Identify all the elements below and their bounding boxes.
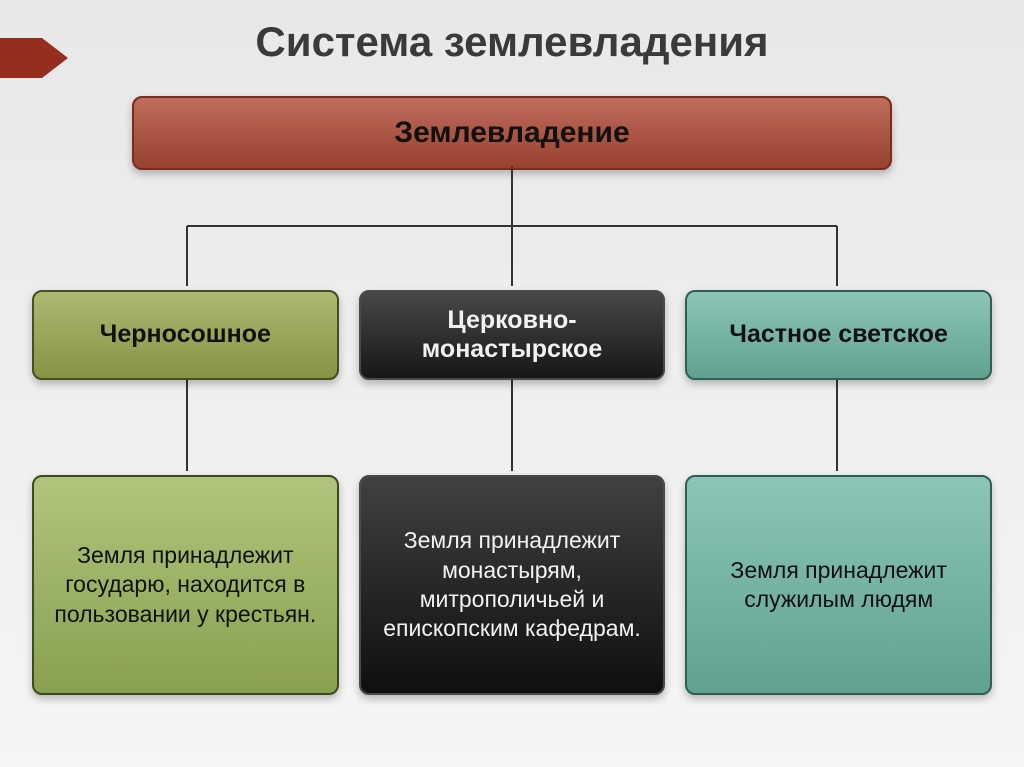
category-box: Церковно-монастырское [359,290,666,380]
page-title: Система землевладения [0,18,1024,66]
description-text: Земля принадлежит монастырям, митрополич… [377,526,648,644]
description-row: Земля принадлежит государю, находится в … [32,475,992,695]
category-box: Черносошное [32,290,339,380]
description-box: Земля принадлежит монастырям, митрополич… [359,475,666,695]
description-text: Земля принадлежит государю, находится в … [50,541,321,629]
category-label: Частное светское [729,320,948,350]
category-box: Частное светское [685,290,992,380]
description-box: Земля принадлежит государю, находится в … [32,475,339,695]
root-label: Землевладение [394,116,629,149]
category-label: Церковно-монастырское [375,306,650,365]
title-arrow-marker [0,38,70,78]
category-label: Черносошное [100,320,271,350]
description-box: Земля принадлежит служилым людям [685,475,992,695]
diagram: Землевладение Черносошное Церковно-монас… [32,96,992,695]
category-row: Черносошное Церковно-монастырское Частно… [32,290,992,380]
root-node: Землевладение [132,96,892,170]
description-text: Земля принадлежит служилым людям [703,556,974,615]
